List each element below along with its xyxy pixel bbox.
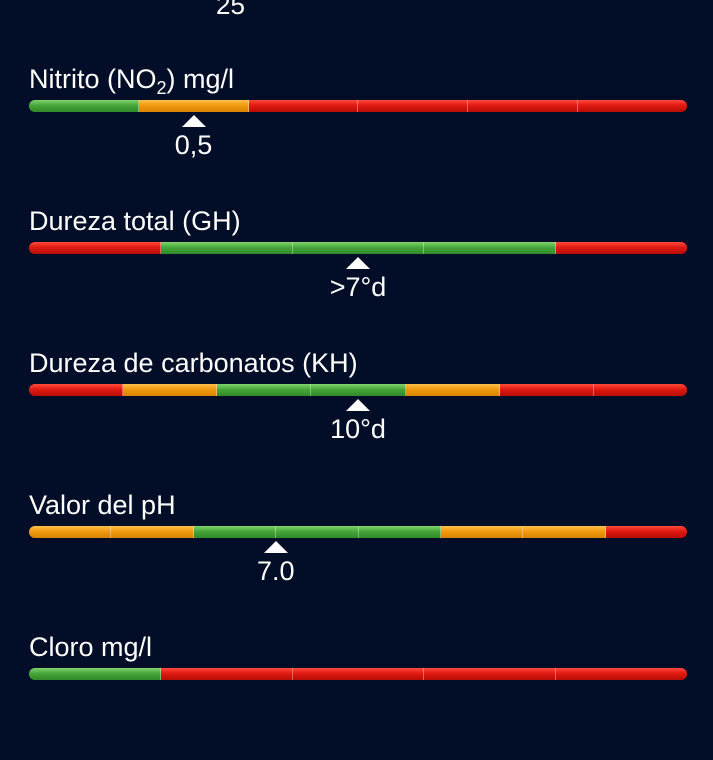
range-segment-orange [123, 384, 218, 396]
range-segment-orange [111, 526, 194, 538]
reading-value: 0,5 [174, 130, 213, 160]
range-segment-red [499, 384, 594, 396]
range-segment-red [593, 384, 687, 396]
range-segment-red [160, 668, 293, 680]
range-segment-green [424, 242, 557, 254]
reading-value: 10°d [330, 414, 386, 444]
range-segment-red [556, 242, 687, 254]
range-segment-green [311, 384, 406, 396]
reading-value: 7.0 [256, 556, 295, 586]
range-segment-green [358, 526, 441, 538]
param-title: Nitrito (NO2) mg/l [29, 62, 234, 99]
range-segment-orange [138, 100, 249, 112]
range-segment-red [424, 668, 557, 680]
param-carbonate-hardness: Dureza de carbonatos (KH) 10°d [0, 346, 713, 476]
range-segment-orange [405, 384, 500, 396]
reading-value: >7°d [329, 272, 387, 302]
range-bar[interactable] [29, 100, 687, 112]
range-segment-red [556, 668, 687, 680]
param-nitrite: Nitrito (NO2) mg/l 0,5 [0, 62, 713, 192]
param-title-subscript: 2 [156, 78, 167, 98]
range-segment-red [468, 100, 579, 112]
param-title-text: Nitrito (NO [29, 64, 157, 94]
param-title-suffix: ) mg/l [166, 64, 235, 94]
param-title: Dureza de carbonatos (KH) [29, 348, 358, 378]
range-bar[interactable] [29, 526, 687, 538]
range-segment-red [358, 100, 469, 112]
value-marker[interactable] [181, 115, 206, 127]
param-ph: Valor del pH 7.0 [0, 488, 713, 618]
range-segment-orange [29, 526, 112, 538]
range-segment-green [29, 100, 139, 112]
value-marker[interactable] [263, 541, 288, 553]
value-marker[interactable] [346, 399, 370, 411]
range-segment-red [29, 384, 124, 396]
range-bar[interactable] [29, 242, 687, 254]
range-segment-red [292, 668, 425, 680]
range-segment-green [217, 384, 312, 396]
param-general-hardness: Dureza total (GH) >7°d [0, 204, 713, 334]
range-segment-orange [440, 526, 524, 538]
range-segment-green [193, 526, 277, 538]
param-chlorine: Cloro mg/l [0, 630, 713, 760]
param-title: Valor del pH [29, 490, 176, 520]
range-segment-green [160, 242, 293, 254]
range-segment-orange [523, 526, 606, 538]
param-title: Dureza total (GH) [29, 206, 241, 236]
range-segment-green [292, 242, 425, 254]
range-segment-green [276, 526, 359, 538]
range-bar[interactable] [29, 668, 687, 680]
param-title: Cloro mg/l [29, 632, 153, 662]
range-segment-red [578, 100, 687, 112]
range-segment-red [29, 242, 161, 254]
range-segment-red [248, 100, 359, 112]
range-segment-green [29, 668, 161, 680]
range-bar[interactable] [29, 384, 687, 396]
previous-reading-value: 25 [216, 0, 245, 20]
range-segment-red [605, 526, 687, 538]
value-marker[interactable] [346, 257, 370, 269]
